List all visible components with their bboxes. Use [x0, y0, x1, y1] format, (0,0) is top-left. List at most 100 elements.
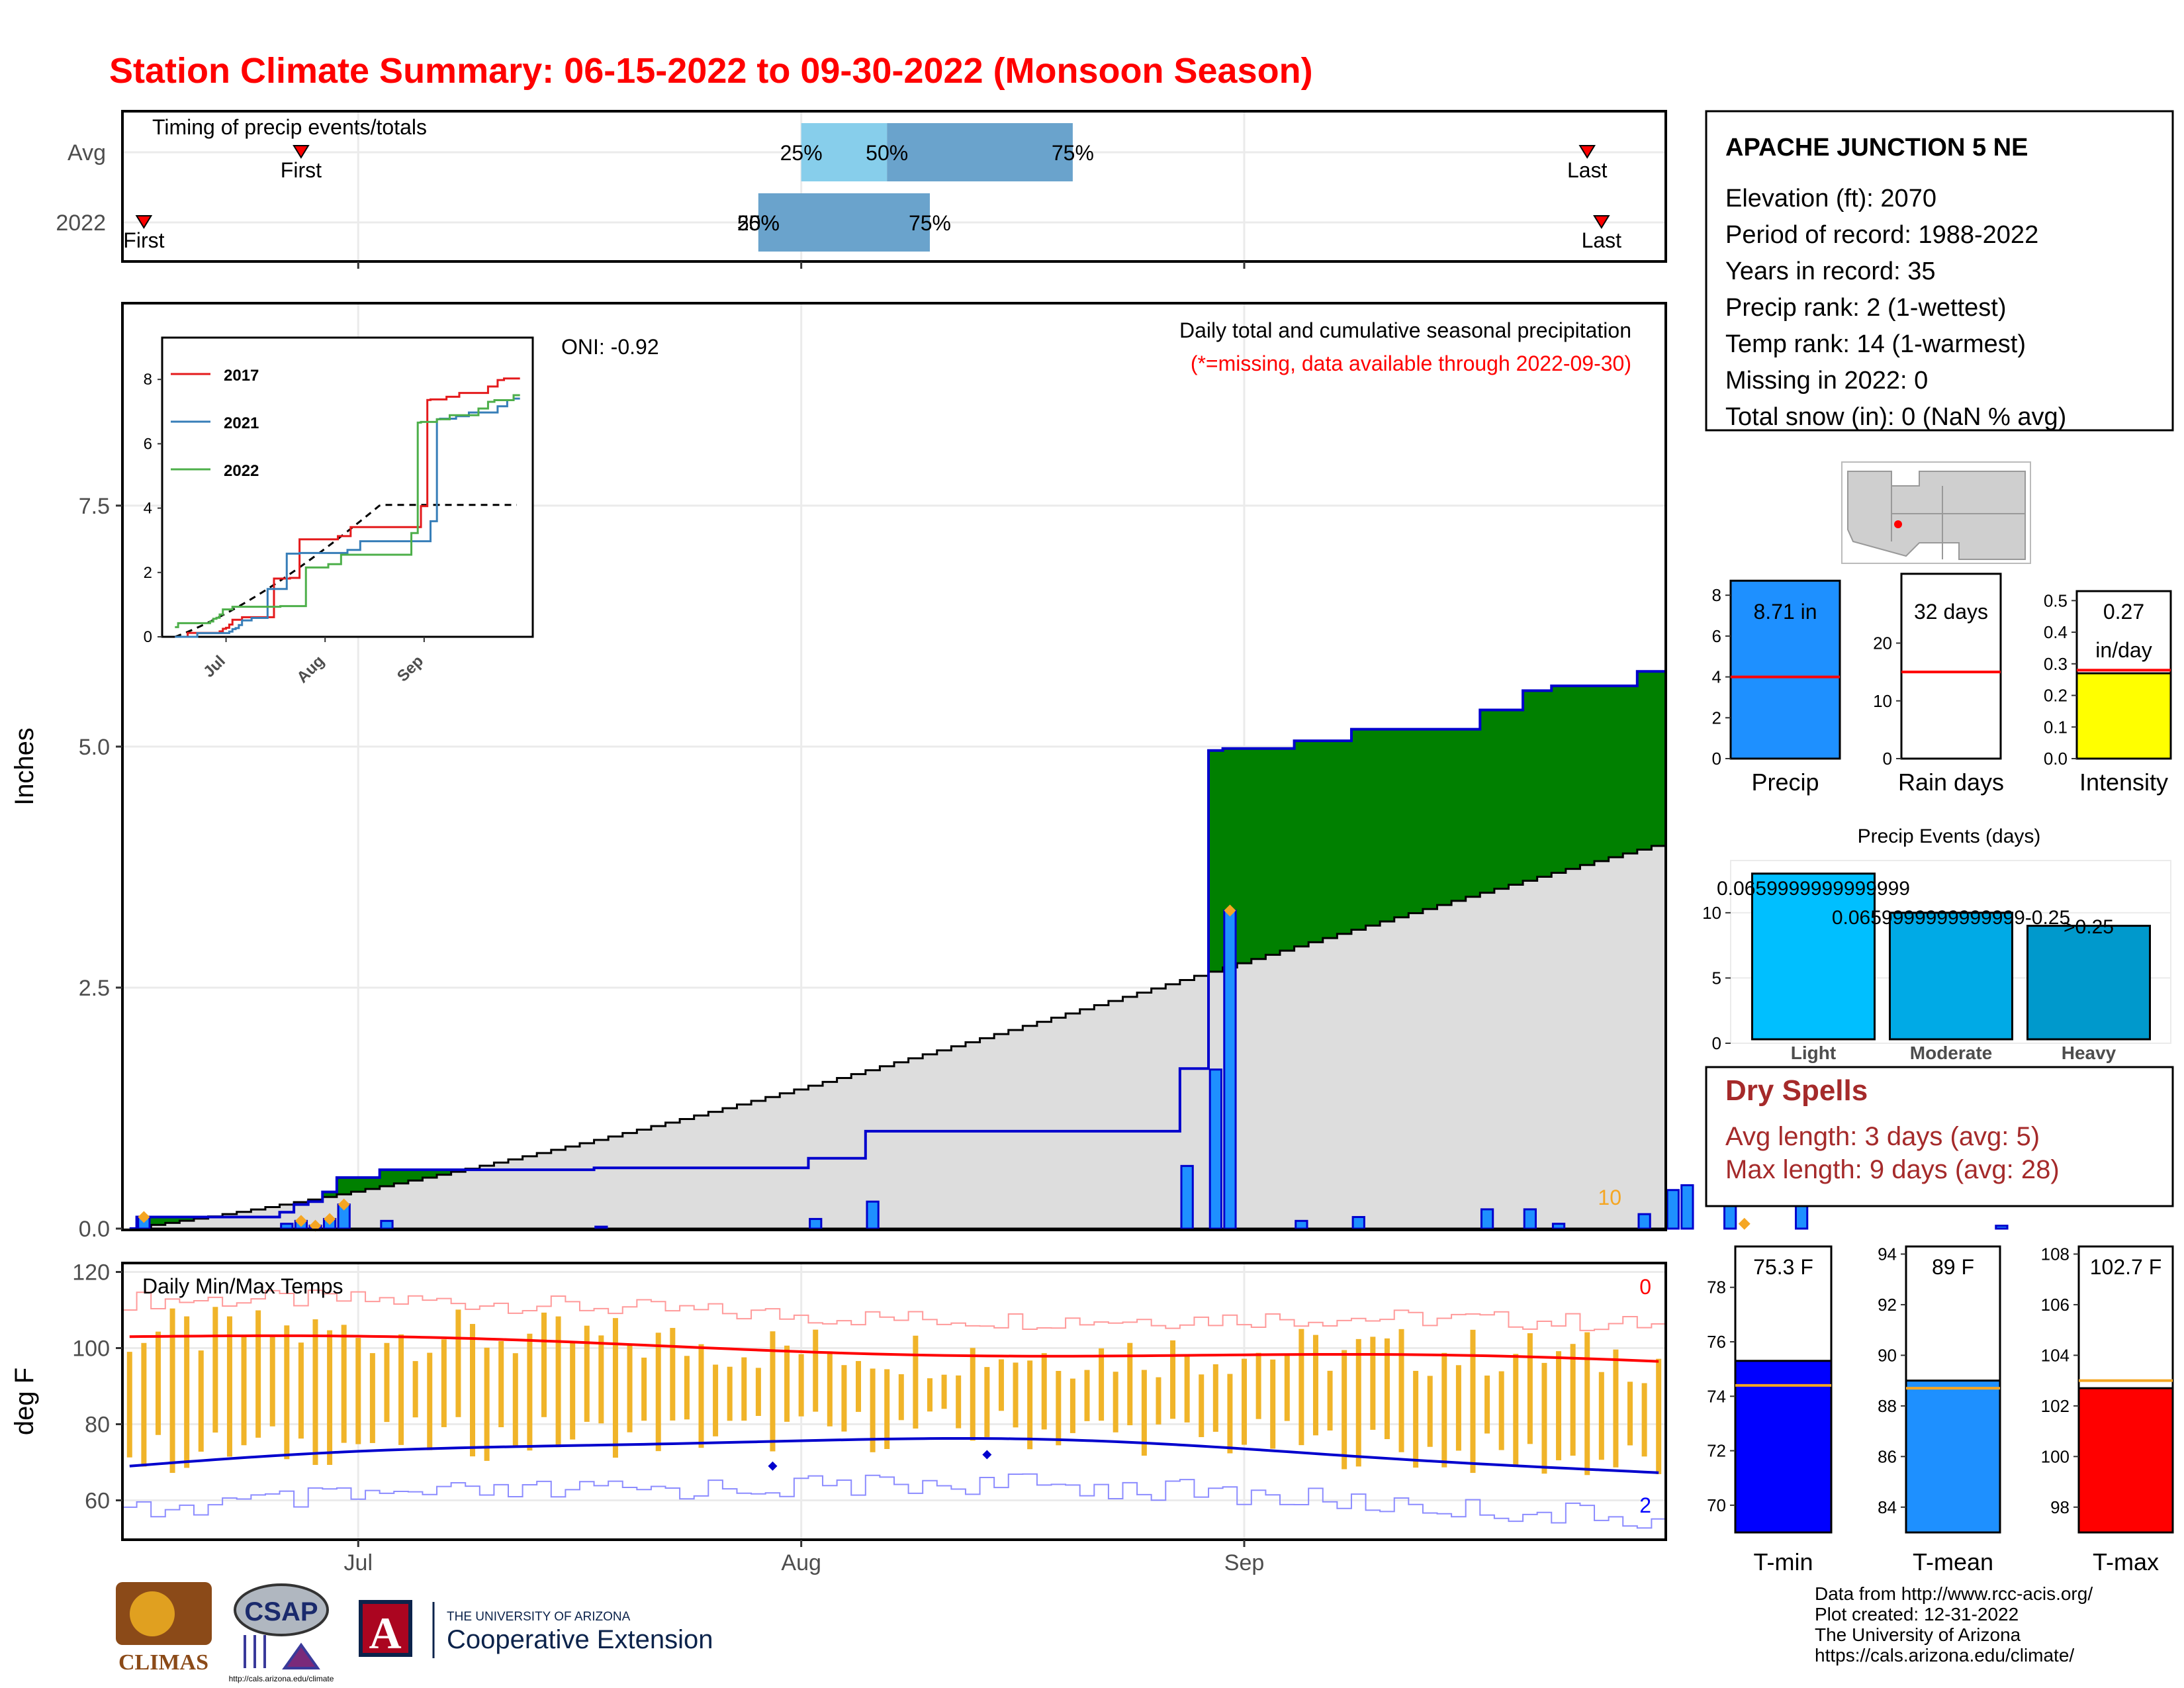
daily-precip-bar: [866, 1200, 880, 1230]
precip-total-ytick-label: 6: [1712, 626, 1721, 646]
precip-events-title: Precip Events (days): [1858, 825, 2041, 847]
intensity-category-label: Intensity: [2079, 769, 2168, 796]
precip-ytick-label: 2.5: [79, 976, 110, 1001]
temp-ytick-label: 80: [85, 1413, 110, 1438]
daily-temp-range-bar: [355, 1338, 361, 1444]
daily-temp-range-bar: [984, 1367, 990, 1437]
rain-days-value-label: 32 days: [1914, 600, 1988, 624]
precip-events-ytick-label: 10: [1702, 903, 1721, 923]
t-min-ytick-label: 72: [1707, 1441, 1726, 1461]
daily-temp-range-bar: [1370, 1336, 1376, 1430]
daily-temp-range-bar: [1141, 1370, 1147, 1456]
daily-precip-bar: [1666, 1189, 1680, 1230]
daily-temp-range-bar: [1170, 1340, 1176, 1419]
daily-temp-range-bar: [1099, 1348, 1105, 1421]
precip-ytick-label: 7.5: [79, 494, 110, 519]
daily-temp-range-bar: [1041, 1353, 1047, 1430]
y2022-last-marker: [1593, 215, 1610, 229]
intensity-ytick-label: 0.1: [2044, 717, 2068, 737]
station-line: Missing in 2022: 0: [1725, 367, 1928, 395]
precip-event-marker: [1224, 904, 1236, 917]
t-min-ytick-label: 78: [1707, 1278, 1726, 1297]
precip-events-ytick-label: 0: [1712, 1033, 1721, 1053]
csap-cloud-icon: [234, 1583, 329, 1636]
avg-first-marker: [293, 145, 310, 159]
daily-temp-range-bar: [212, 1307, 218, 1433]
daily-precip-bar: [1480, 1208, 1494, 1230]
precip-event-marker: [338, 1198, 350, 1211]
daily-temp-range-bar: [498, 1340, 504, 1428]
daily-temp-range-bar: [612, 1318, 618, 1458]
xaxis-month-label: Jul: [344, 1550, 373, 1575]
missing-note: (*=missing, data available through 2022-…: [1191, 352, 1631, 375]
t-min-chart: 70 72 74 76 78 75.3 F T-min: [1707, 1245, 1833, 1575]
avg-first-label: First: [281, 158, 322, 182]
daily-temp-range-bar: [741, 1357, 747, 1421]
temp-ytick-label: 100: [72, 1336, 110, 1362]
daily-temp-range-bar: [1413, 1370, 1419, 1468]
station-location-marker: [1894, 520, 1902, 528]
daily-temp-range-bar: [570, 1340, 576, 1440]
page-title: Station Climate Summary: 06-15-2022 to 0…: [109, 51, 1313, 91]
t-max-ytick-label: 100: [2041, 1446, 2070, 1466]
daily-temp-range-bar: [584, 1325, 590, 1422]
t-max-ytick-label: 106: [2041, 1295, 2070, 1315]
daily-temp-range-bar: [713, 1364, 719, 1436]
avg-max-line: [129, 1334, 1659, 1363]
daily-precip-bar: [1551, 1223, 1566, 1230]
intensity-ytick-label: 0.5: [2044, 590, 2068, 610]
csap-logo: CSAP http://cals.arizona.edu/climate: [229, 1583, 334, 1683]
precip-header: Daily total and cumulative seasonal prec…: [1179, 318, 1631, 342]
t-mean-ytick-label: 92: [1878, 1295, 1897, 1315]
daily-temp-range-bar: [1298, 1329, 1304, 1446]
daily-temp-range-bar: [1498, 1371, 1504, 1450]
daily-temp-range-bar: [427, 1352, 433, 1450]
station-line: Years in record: 35: [1725, 258, 1936, 285]
avg-min-line: [129, 1436, 1659, 1474]
daily-temp-range-bar: [655, 1333, 661, 1452]
daily-precip-bar: [380, 1219, 394, 1230]
rain-days-ytick-label: 20: [1873, 633, 1892, 653]
credit-line: Data from http://www.rcc-acis.org/: [1815, 1583, 2093, 1604]
daily-temp-range-bar: [1312, 1335, 1318, 1436]
t-min-ytick-label: 76: [1707, 1332, 1726, 1352]
avg-q2-bar: [887, 123, 1073, 181]
avg-last-label: Last: [1567, 158, 1608, 182]
precip-event-marker: [138, 1211, 150, 1223]
daily-precip-bar: [280, 1223, 294, 1230]
y2022-first-label: First: [123, 228, 164, 252]
daily-precip-bar: [1223, 909, 1237, 1230]
locator-map: [1841, 461, 2031, 564]
daily-temp-range-bar: [1084, 1370, 1090, 1421]
record-max-line: [122, 1289, 1666, 1331]
daily-temp-range-bar: [312, 1319, 318, 1466]
intensity-ytick-label: 0.2: [2044, 686, 2068, 706]
daily-temp-range-bar: [155, 1331, 161, 1435]
avg-last-marker: [1578, 145, 1596, 159]
daily-temp-range-bar: [541, 1312, 547, 1417]
temp-frame: [121, 1262, 1667, 1541]
station-line: Total snow (in): 0 (NaN % avg): [1725, 403, 2066, 431]
daily-temp-range-bar: [169, 1308, 175, 1474]
daily-temp-range-bar: [1470, 1329, 1476, 1474]
t-mean-bar: [1905, 1380, 2001, 1534]
daily-temp-range-bar: [798, 1354, 804, 1417]
t-mean-chart: 84 86 88 90 92 94 89 F T-mean: [1878, 1244, 2001, 1575]
daily-temp-range-bar: [998, 1359, 1004, 1411]
daily-temp-range-bar: [784, 1345, 790, 1422]
t-min-value-label: 75.3 F: [1753, 1255, 1813, 1279]
daily-precip-bar: [1351, 1216, 1365, 1230]
timing-row-2022: 2022: [56, 211, 106, 236]
daily-temp-range-bar: [755, 1368, 761, 1416]
dry-spells-title: Dry Spells: [1725, 1074, 1868, 1107]
precip-total-ytick-label: 2: [1712, 708, 1721, 727]
t-max-bar: [2077, 1387, 2174, 1534]
temp-ytick-label: 60: [85, 1489, 110, 1514]
intensity-value-label: in/day: [2095, 638, 2152, 662]
daily-temp-range-bar: [684, 1356, 690, 1420]
precip-events-bar: [1751, 872, 1876, 1041]
daily-temp-range-bar: [1613, 1349, 1619, 1468]
daily-precip-bar: [1523, 1208, 1537, 1230]
temp-panel-bg: [122, 1263, 1666, 1540]
